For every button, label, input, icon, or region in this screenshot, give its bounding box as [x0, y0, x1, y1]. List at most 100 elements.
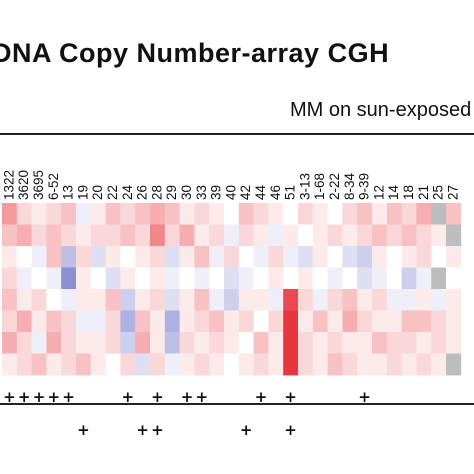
heatmap-cell — [253, 310, 269, 333]
column-label: 27 — [445, 185, 460, 200]
column-label: 30 — [179, 185, 194, 200]
heatmap-cell — [76, 289, 92, 311]
heatmap-cell — [372, 310, 388, 333]
heatmap-cell — [105, 246, 121, 268]
heatmap-cell — [164, 353, 180, 376]
heatmap-cell — [61, 246, 77, 268]
heatmap-cell — [31, 289, 47, 311]
heatmap-cell — [327, 332, 343, 354]
heatmap-cell — [446, 246, 462, 268]
heatmap-cell — [416, 267, 432, 290]
heatmap-cell — [401, 332, 417, 354]
column-label: 18 — [401, 185, 416, 200]
plus-marker: + — [151, 388, 164, 406]
heatmap-cell — [283, 246, 299, 268]
heatmap-cell — [401, 246, 417, 268]
heatmap-cell — [164, 246, 180, 268]
heatmap-cell — [327, 353, 343, 376]
heatmap-cell — [327, 310, 343, 333]
bottom-rule — [0, 403, 474, 405]
heatmap-cell — [327, 289, 343, 311]
column-label: 39 — [209, 185, 224, 200]
column-label: 42 — [238, 185, 253, 200]
heatmap-cell — [327, 203, 343, 225]
column-label: 3620 — [16, 170, 31, 200]
column-label: 22 — [105, 185, 120, 200]
heatmap-cell — [61, 353, 77, 376]
heatmap-cell — [253, 353, 269, 376]
heatmap-cell — [268, 289, 284, 311]
column-label: 51 — [283, 185, 298, 200]
heatmap-cell — [238, 353, 254, 376]
column-label: 46 — [268, 185, 283, 200]
heatmap-cell — [342, 310, 358, 333]
plus-marker: + — [284, 388, 297, 406]
heatmap-cell — [194, 224, 210, 247]
heatmap-cell — [76, 332, 92, 354]
heatmap-cell — [312, 267, 328, 290]
heatmap-cell — [446, 332, 462, 354]
heatmap-cell — [16, 224, 32, 247]
heatmap-cell — [416, 289, 432, 311]
heatmap-cell — [238, 332, 254, 354]
heatmap-cell — [342, 289, 358, 311]
heatmap-cell — [401, 289, 417, 311]
heatmap-cell — [386, 246, 402, 268]
heatmap-cell — [224, 353, 240, 376]
plus-marker: + — [181, 388, 194, 406]
heatmap-cell — [312, 353, 328, 376]
heatmap-cell — [135, 224, 151, 247]
heatmap-cell — [283, 289, 299, 311]
heatmap-cell — [372, 203, 388, 225]
heatmap-cell — [372, 246, 388, 268]
heatmap-cell — [209, 267, 225, 290]
heatmap-cell — [16, 289, 32, 311]
heatmap-cell — [31, 332, 47, 354]
heatmap-cell — [61, 267, 77, 290]
heatmap-cell — [16, 267, 32, 290]
heatmap-cell — [105, 353, 121, 376]
heatmap-cell — [416, 332, 432, 354]
column-label: 9-39 — [357, 173, 372, 200]
heatmap-cell — [268, 332, 284, 354]
heatmap-cell — [164, 267, 180, 290]
column-label: 14 — [386, 184, 401, 200]
heatmap-cell — [150, 246, 166, 268]
heatmap-cell — [105, 289, 121, 311]
heatmap-cell — [431, 353, 447, 376]
column-label: 13 — [61, 185, 76, 200]
heatmap-cell — [164, 224, 180, 247]
heatmap-cell — [2, 224, 18, 247]
column-label: 2-22 — [327, 173, 342, 200]
heatmap-cell — [135, 246, 151, 268]
heatmap-cell — [90, 310, 106, 333]
heatmap-cell — [253, 332, 269, 354]
heatmap-cell — [179, 332, 195, 354]
heatmap-cell — [16, 203, 32, 225]
heatmap-cell — [150, 353, 166, 376]
heatmap-cell — [209, 289, 225, 311]
heatmap-cell — [150, 289, 166, 311]
heatmap-cell — [61, 203, 77, 225]
heatmap-cell — [61, 289, 77, 311]
plus-marker: + — [151, 421, 164, 439]
heatmap-cell — [46, 353, 62, 376]
heatmap-cell — [2, 289, 18, 311]
heatmap-cell — [224, 203, 240, 225]
heatmap-cell — [268, 203, 284, 225]
heatmap-cell — [253, 246, 269, 268]
heatmap-cell — [268, 224, 284, 247]
column-labels: 1322 3620 3695 6-52 13 19 20 22 24 26 28 29 30 33 39 40… — [1, 170, 460, 200]
heatmap-cell — [209, 310, 225, 333]
heatmap-cell — [2, 353, 18, 376]
heatmap-cell — [209, 332, 225, 354]
heatmap-cell — [446, 310, 462, 333]
heatmap-cell — [76, 353, 92, 376]
heatmap-cell — [342, 224, 358, 247]
heatmap-cell — [386, 332, 402, 354]
heatmap-cell — [357, 267, 373, 290]
heatmap-cell — [298, 353, 314, 376]
heatmap-cell — [431, 289, 447, 311]
column-label: 21 — [416, 185, 431, 200]
heatmap-cell — [357, 224, 373, 247]
